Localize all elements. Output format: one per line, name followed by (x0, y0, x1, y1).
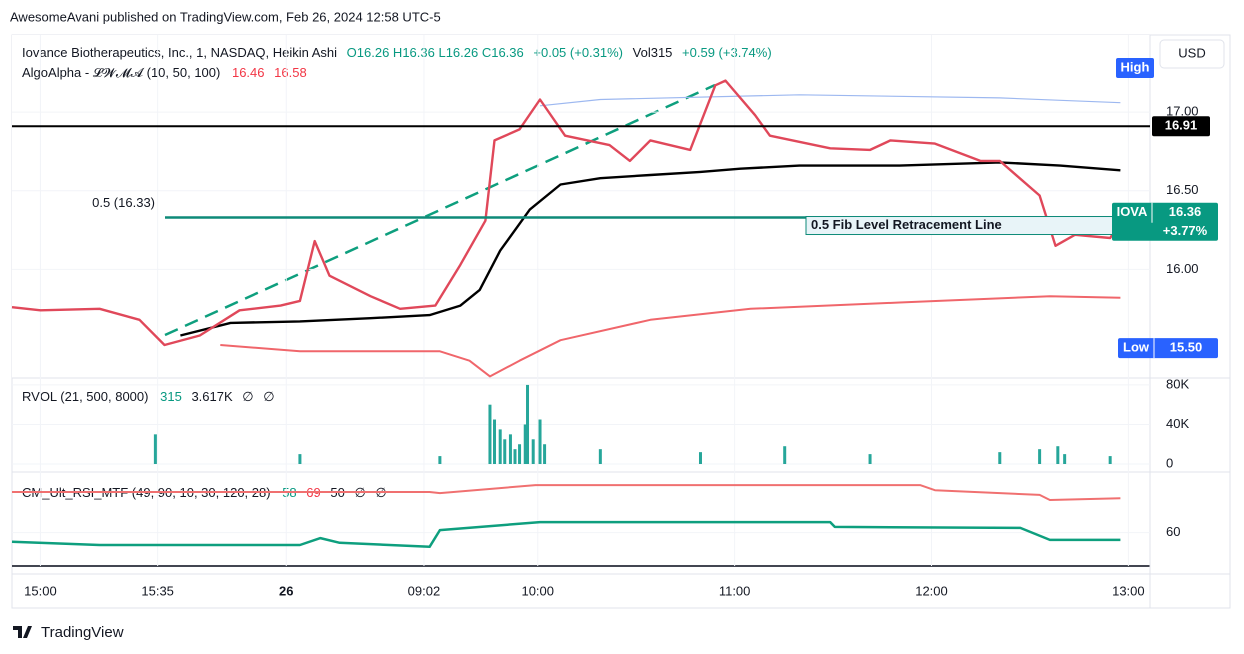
y-tick-label: 80K (1166, 376, 1189, 391)
low-badge (1118, 338, 1218, 359)
high-label: High (1121, 59, 1150, 74)
symbol: Iovance Biotherapeutics, Inc., 1, NASDAQ… (22, 45, 337, 60)
currency-button[interactable] (1159, 39, 1225, 69)
volume-bar (1063, 454, 1067, 464)
volume-bar (298, 454, 302, 464)
rvol-name: RVOL (21, 500, 8000) (22, 389, 148, 404)
symbol-label: IOVA (1117, 204, 1148, 219)
volume-bar (598, 449, 602, 464)
volume-bar (1056, 446, 1060, 464)
legend-rvol: RVOL (21, 500, 8000) 315 3.617K ∅ ∅ (22, 389, 275, 404)
change: +0.05 (+0.31%) (533, 45, 623, 60)
y-tick-label: 17.00 (1166, 104, 1199, 119)
volume-bar (998, 452, 1002, 464)
volume-bar (438, 456, 442, 464)
y-tick-label: 60 (1166, 524, 1180, 539)
low-label: Low (1123, 340, 1150, 355)
volume-bar (513, 449, 517, 464)
price-pane (12, 35, 1150, 378)
series-line (11, 79, 1122, 347)
price-badge-label: 16.91 (1165, 118, 1198, 133)
indicator-name: AlgoAlpha - 𝓛𝓦𝓜𝓐 (10, 50, 100) (22, 65, 220, 80)
brand-name: TradingView (41, 624, 124, 641)
series-line (539, 94, 1121, 107)
legend-indicator: AlgoAlpha - 𝓛𝓦𝓜𝓐 (10, 50, 100) 16.46 16.… (22, 65, 307, 80)
indicator-value: 16.46 (232, 65, 265, 80)
volume-bar (783, 446, 787, 464)
volume-bar (153, 434, 157, 464)
series-line (220, 295, 1121, 378)
y-tick-label: 16.00 (1166, 261, 1199, 276)
volume-bar (498, 429, 502, 464)
change-label: +3.77% (1163, 223, 1208, 238)
volume-bar (868, 454, 872, 464)
volume-change: +0.59 (+3.74%) (682, 45, 772, 60)
x-tick-label: 11:00 (719, 583, 751, 598)
indicator-value: 16.58 (274, 65, 307, 80)
x-tick-label: 09:02 (408, 583, 441, 598)
legend-main: Iovance Biotherapeutics, Inc., 1, NASDAQ… (22, 45, 772, 60)
high-badge (1116, 58, 1154, 78)
rvol-value: 3.617K (191, 389, 233, 404)
fib-level-label: 0.5 (16.33) (92, 195, 155, 210)
rvol-value: ∅ (242, 389, 253, 404)
x-tick-label: 13:00 (1112, 583, 1145, 598)
series-line (180, 161, 1121, 337)
x-tick-label: 26 (279, 583, 293, 598)
rvol-value: 315 (160, 389, 182, 404)
fib-text: 0.5 Fib Level Retracement Line (811, 217, 1002, 232)
volume-bar (543, 444, 547, 464)
volume: Vol315 (633, 45, 673, 60)
x-tick-label: 15:00 (24, 583, 57, 598)
brand-logo (13, 626, 32, 638)
rvol-value: ∅ (263, 389, 274, 404)
volume-bar (518, 444, 522, 464)
volume-bar (503, 439, 507, 464)
volume-bar (1108, 456, 1112, 464)
volume-bar (508, 434, 512, 464)
y-tick-label: 40K (1166, 416, 1189, 431)
volume-bar (488, 404, 492, 464)
y-tick-label: 0 (1166, 455, 1173, 470)
x-tick-label: 10:00 (521, 583, 554, 598)
series-line (12, 484, 1121, 501)
trend-line (164, 83, 716, 337)
series-line (11, 520, 1121, 549)
volume-bar (493, 419, 497, 464)
y-tick-label: 16.50 (1166, 182, 1199, 197)
volume-bar (526, 384, 530, 464)
volume-bar (523, 424, 527, 464)
volume-bar (698, 452, 702, 464)
x-tick-label: 12:00 (915, 583, 948, 598)
currency[interactable]: USD (1178, 45, 1205, 60)
volume-bar (538, 419, 542, 464)
price-badge (1152, 116, 1210, 137)
ohlc: O16.26 H16.36 L16.26 C16.36 (347, 45, 524, 60)
last-price-badge (1112, 202, 1218, 241)
brand: TradingView (13, 624, 124, 641)
publish-info: AwesomeAvani published on TradingView.co… (10, 9, 441, 24)
last-price-label: 16.36 (1169, 204, 1202, 219)
low-value: 15.50 (1170, 340, 1203, 355)
x-tick-label: 15:35 (141, 583, 174, 598)
volume-bar (531, 439, 535, 464)
volume-bar (1038, 449, 1042, 464)
